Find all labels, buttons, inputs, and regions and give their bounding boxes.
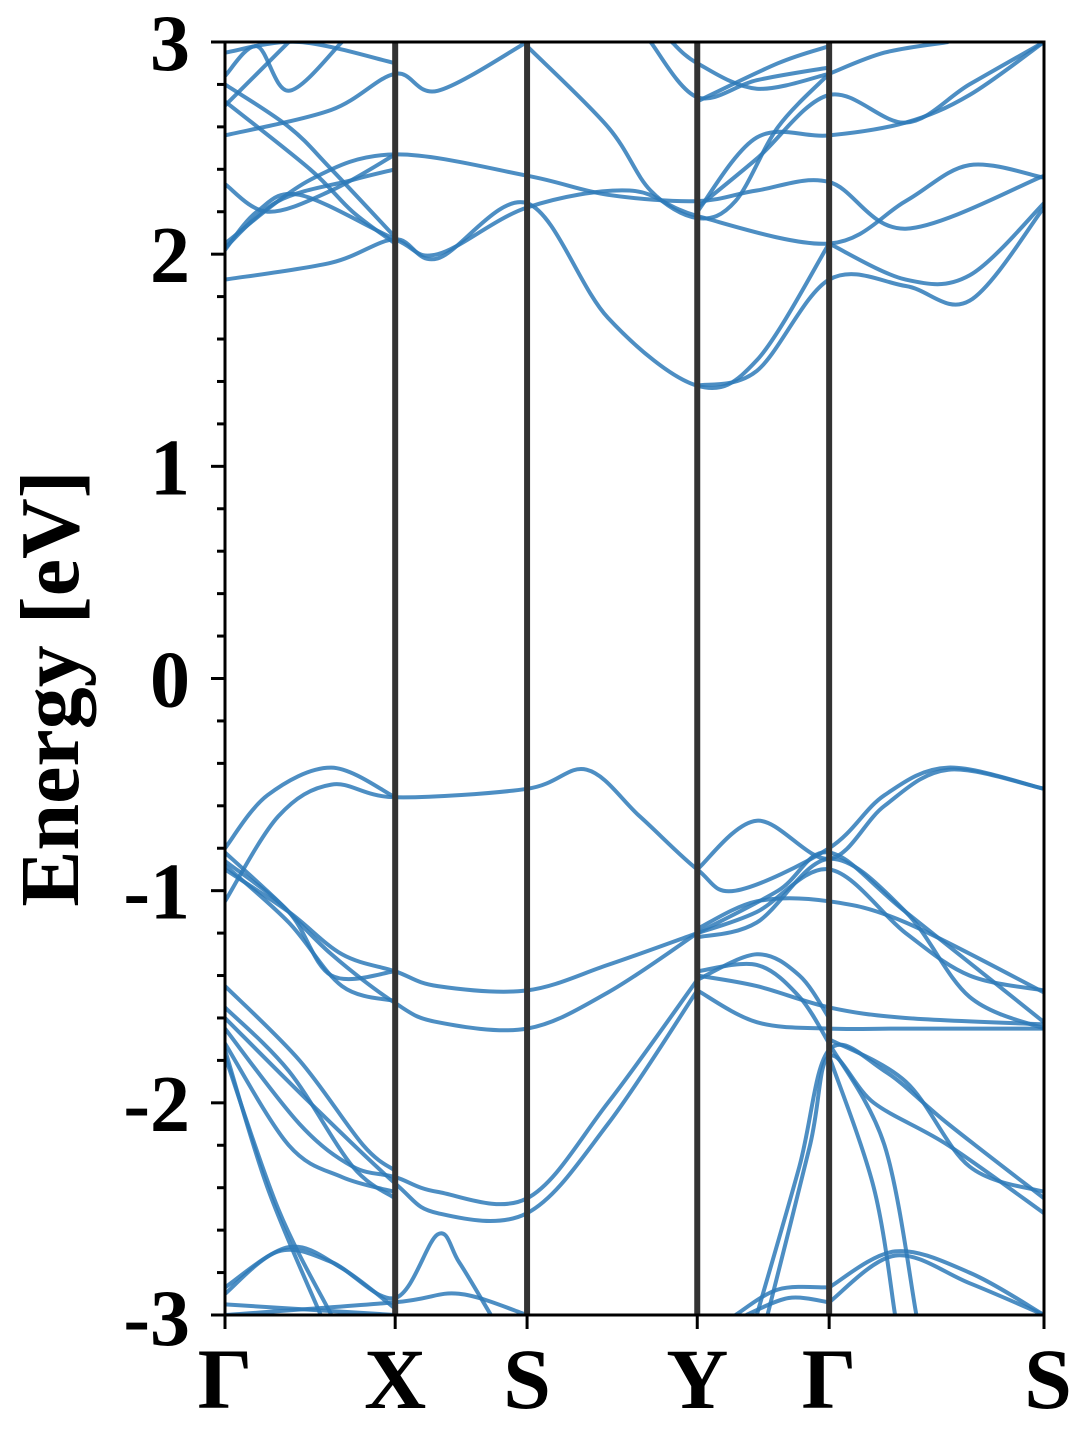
- band-line-4: [225, 1244, 397, 1311]
- band-line-38: [828, 201, 1044, 287]
- band-line-11: [225, 1042, 396, 1194]
- y-axis-label: Energy [eV]: [4, 470, 97, 906]
- band-line-7: [734, 1284, 830, 1315]
- band-line-17: [765, 1053, 1044, 1315]
- y-tick-label: -2: [123, 1061, 190, 1149]
- band-line-32: [696, 850, 1044, 1024]
- y-tick-label: -1: [123, 849, 190, 937]
- y-tick-label: 0: [150, 637, 190, 725]
- band-line-20: [828, 1037, 1044, 1194]
- y-axis-ticks: 3 2 1 0 -1 -2 -3: [123, 0, 225, 1363]
- band-line-24: [696, 973, 1044, 1027]
- high-symmetry-dividers: [392, 42, 833, 1315]
- band-line-34: [225, 765, 1044, 903]
- band-line-3: [225, 1231, 493, 1315]
- band-line-52: [696, 44, 830, 104]
- y-tick-label: 2: [150, 212, 190, 300]
- band-line-48: [225, 42, 291, 108]
- band-line-14: [225, 1005, 397, 1200]
- band-line-8: [745, 1295, 830, 1315]
- band-line-25: [225, 851, 699, 1033]
- x-tick-label: S: [503, 1331, 551, 1427]
- y-tick-label: 1: [150, 424, 190, 512]
- band-line-31: [696, 896, 1044, 995]
- x-tick-label: X: [364, 1331, 426, 1427]
- x-tick-label: Γ: [198, 1331, 253, 1427]
- band-line-40: [225, 162, 1044, 258]
- band-line-54: [696, 42, 1044, 210]
- band-line-50: [648, 42, 830, 101]
- x-tick-label: Γ: [802, 1331, 857, 1427]
- band-line-22: [696, 952, 831, 1020]
- band-line-6: [827, 1253, 1044, 1315]
- band-line-19: [827, 1055, 898, 1315]
- y-tick-label: 3: [150, 0, 190, 88]
- band-line-5: [828, 1249, 1044, 1315]
- band-line-44: [225, 99, 397, 246]
- band-line-35: [695, 767, 1044, 871]
- band-line-18: [827, 1042, 919, 1315]
- band-line-12: [225, 978, 699, 1207]
- band-line-37: [696, 206, 1044, 388]
- band-line-41: [225, 152, 397, 214]
- y-tick-label: -3: [123, 1275, 190, 1363]
- band-line-55: [828, 42, 949, 76]
- band-line-46: [225, 42, 344, 93]
- band-line-30: [696, 856, 1044, 1031]
- band-line-51: [670, 42, 830, 91]
- x-tick-label: Y: [666, 1331, 728, 1427]
- band-line-53: [695, 42, 1044, 213]
- band-line-1: [225, 1291, 528, 1315]
- band-line-29: [696, 867, 1044, 993]
- band-line-47: [225, 42, 396, 66]
- x-tick-label: S: [1024, 1331, 1072, 1427]
- band-line-15: [225, 984, 397, 1173]
- band-line-45: [225, 82, 397, 239]
- band-line-39: [225, 152, 1044, 246]
- band-line-33: [225, 765, 397, 850]
- band-lines: [225, 42, 1044, 1315]
- band-line-23: [696, 988, 1044, 1032]
- band-line-42: [225, 167, 396, 250]
- band-line-28: [225, 859, 396, 982]
- band-line-10: [225, 1055, 334, 1315]
- band-line-43: [225, 42, 529, 138]
